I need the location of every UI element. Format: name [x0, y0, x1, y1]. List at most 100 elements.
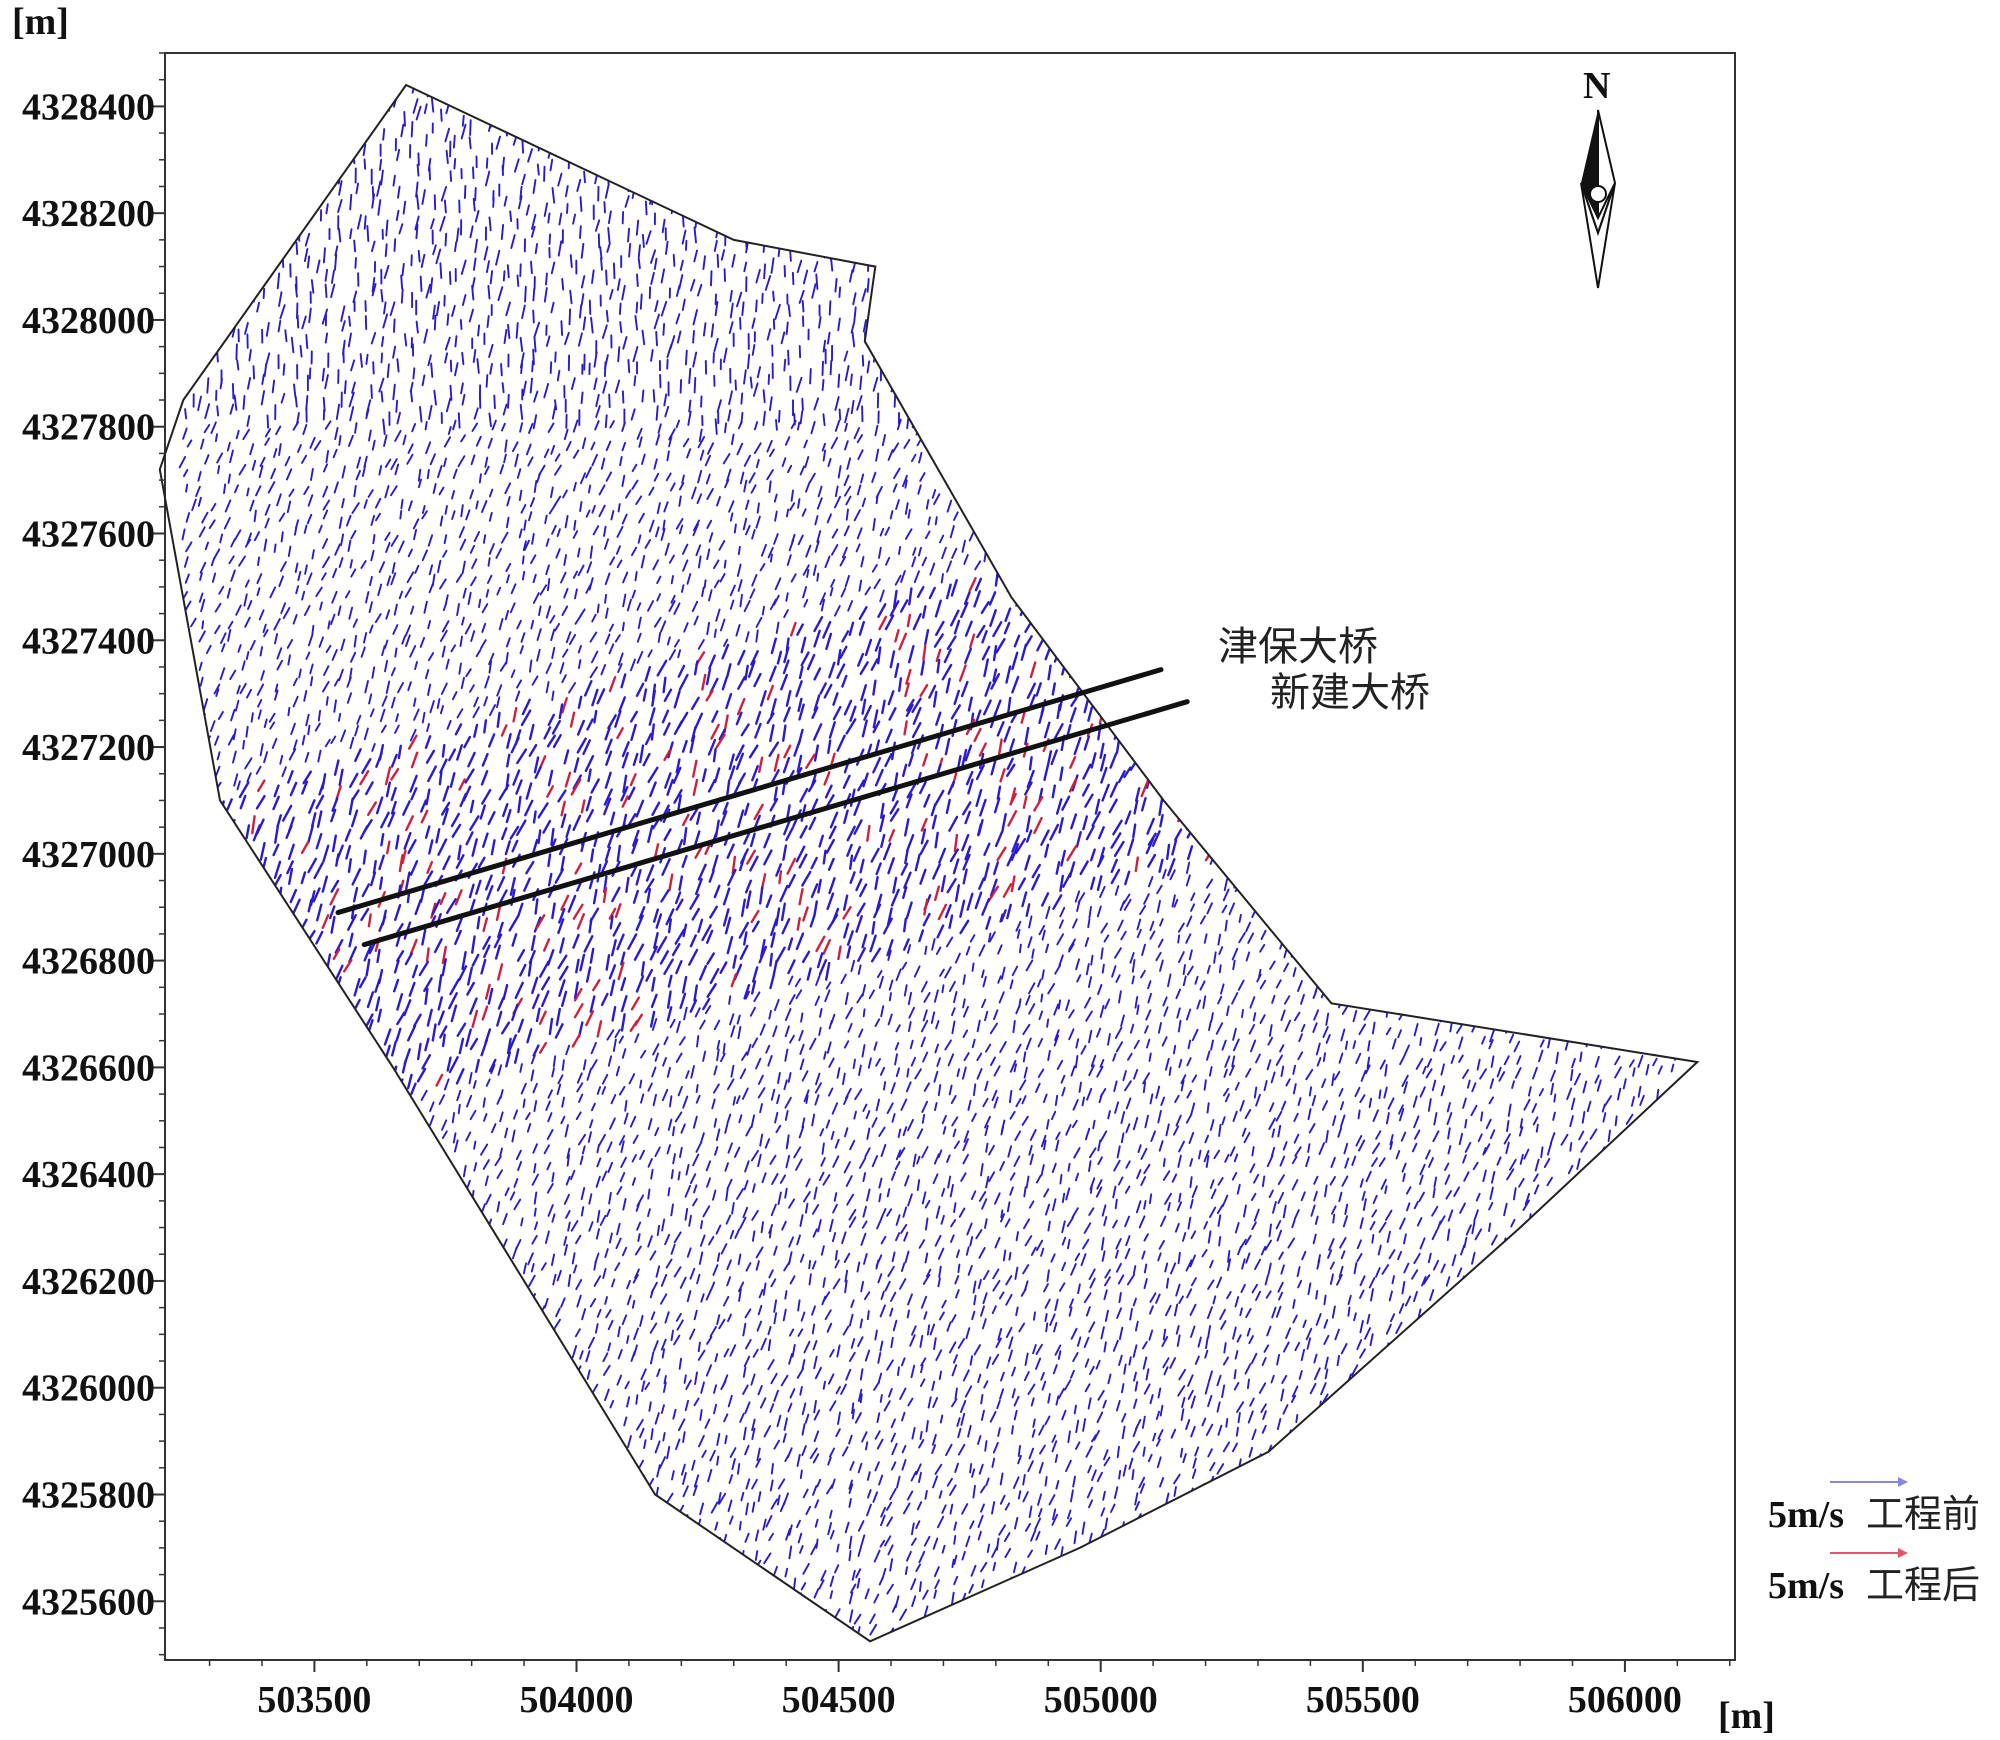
velocity-vector [578, 304, 583, 319]
velocity-vector [853, 798, 862, 816]
velocity-vector [363, 158, 367, 170]
velocity-vector [586, 718, 594, 731]
velocity-vector [673, 789, 683, 804]
velocity-vector [219, 377, 223, 390]
velocity-vector [244, 322, 249, 335]
velocity-vector [258, 465, 264, 479]
velocity-vector [390, 534, 399, 547]
velocity-vector [347, 539, 352, 552]
velocity-vector [790, 621, 797, 637]
velocity-vector [433, 194, 437, 211]
velocity-vector [620, 673, 627, 689]
velocity-vector [582, 316, 587, 331]
velocity-vector [760, 690, 767, 707]
velocity-vector [824, 784, 833, 799]
velocity-vector [675, 313, 681, 325]
velocity-vector [340, 305, 346, 322]
velocity-vector [605, 750, 613, 766]
velocity-vector [530, 554, 537, 565]
velocity-vector [368, 429, 372, 442]
velocity-vector [382, 128, 386, 141]
velocity-vector [788, 539, 795, 552]
velocity-vector [916, 586, 925, 598]
velocity-vector [184, 600, 192, 612]
velocity-vector [581, 437, 587, 450]
velocity-vector [980, 601, 990, 615]
velocity-vector [324, 332, 329, 344]
velocity-vector [235, 343, 238, 361]
velocity-vector [264, 517, 270, 529]
velocity-vector [257, 556, 261, 567]
velocity-vector [766, 684, 774, 701]
velocity-vector [469, 544, 476, 554]
velocity-vector [707, 779, 716, 793]
velocity-vector [572, 419, 579, 433]
velocity-vector [853, 427, 861, 440]
velocity-vector [483, 696, 489, 707]
velocity-vector [248, 348, 252, 362]
velocity-vector [292, 677, 298, 687]
velocity-vector [647, 649, 653, 658]
velocity-vector [286, 500, 292, 514]
velocity-vector [785, 690, 792, 707]
velocity-vector [423, 328, 429, 344]
velocity-vector [715, 608, 721, 622]
velocity-vector [1011, 651, 1019, 671]
velocity-vector [688, 399, 692, 413]
velocity-vector [503, 329, 508, 345]
velocity-vector [941, 663, 953, 681]
velocity-vector [940, 573, 944, 584]
velocity-vector [475, 500, 479, 510]
velocity-vector [505, 637, 511, 648]
velocity-vector [237, 644, 242, 653]
velocity-vector [825, 632, 833, 651]
velocity-vector [728, 753, 735, 771]
velocity-vector [301, 454, 308, 464]
velocity-vector [428, 564, 434, 576]
velocity-vector [214, 624, 221, 635]
velocity-vector [573, 757, 580, 773]
velocity-vector [454, 241, 458, 253]
velocity-vector [686, 573, 692, 585]
velocity-vector [246, 688, 253, 699]
velocity-vector [440, 801, 451, 816]
velocity-vector [605, 738, 613, 755]
velocity-vector [521, 139, 525, 154]
velocity-vector [846, 457, 852, 470]
velocity-vector [349, 736, 355, 750]
velocity-vector [325, 696, 329, 706]
velocity-vector [755, 299, 758, 313]
velocity-vector [694, 712, 704, 730]
velocity-vector [836, 734, 846, 752]
velocity-vector [853, 509, 861, 522]
velocity-vector [356, 714, 362, 725]
velocity-vector [747, 660, 756, 678]
velocity-vector [585, 466, 592, 479]
velocity-vector [857, 449, 864, 461]
velocity-vector [414, 661, 418, 671]
velocity-vector [463, 735, 472, 749]
velocity-vector [421, 549, 428, 562]
velocity-vector [295, 585, 300, 595]
velocity-vector [348, 315, 352, 327]
velocity-vector [337, 199, 343, 213]
velocity-vector [585, 795, 592, 812]
velocity-vector [568, 308, 572, 326]
velocity-vector [819, 592, 827, 606]
velocity-vector [843, 699, 853, 716]
velocity-vector [451, 304, 456, 317]
velocity-vector [299, 344, 303, 358]
velocity-vector [1053, 723, 1064, 740]
velocity-vector [386, 575, 392, 587]
velocity-vector [234, 699, 240, 712]
velocity-vector [510, 234, 516, 249]
velocity-vector [259, 456, 266, 467]
velocity-vector [740, 392, 744, 405]
velocity-vector [500, 363, 503, 377]
velocity-vector [655, 433, 661, 446]
velocity-vector [425, 283, 431, 299]
velocity-vector [913, 570, 920, 584]
velocity-vector [946, 635, 957, 650]
velocity-vector [630, 408, 636, 421]
velocity-vector [401, 635, 406, 645]
